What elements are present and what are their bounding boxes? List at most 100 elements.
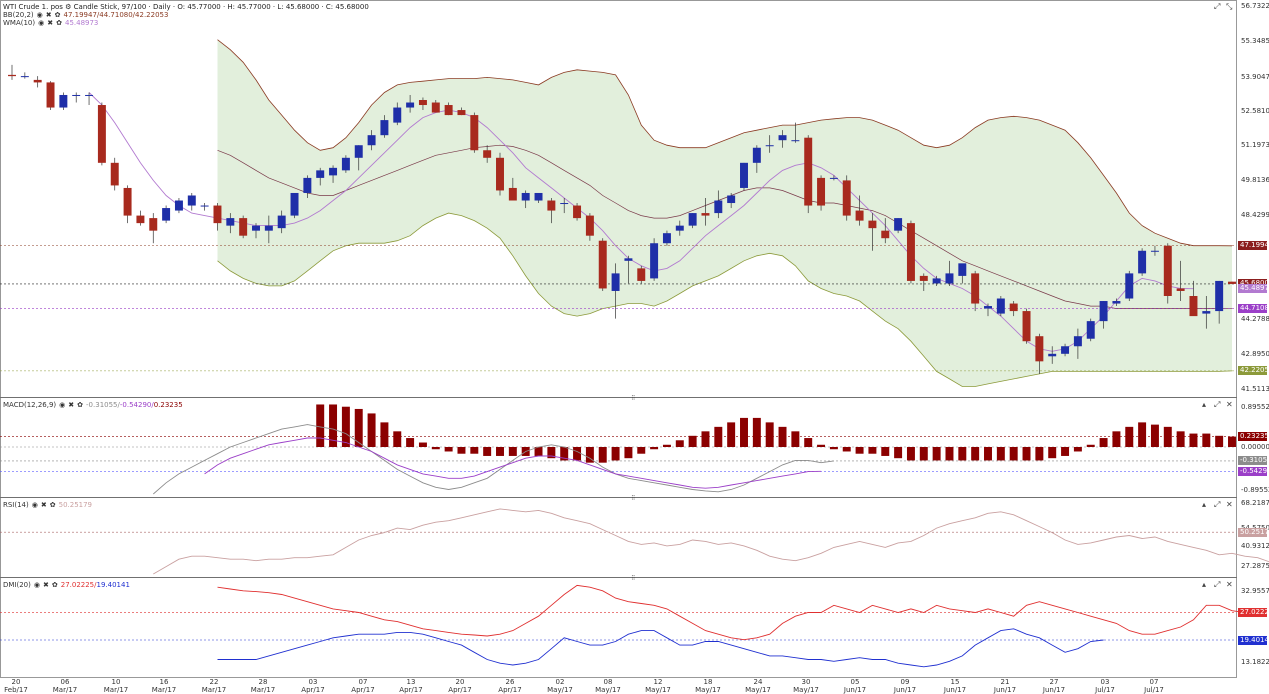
macd-histogram-bar xyxy=(1176,431,1185,447)
eye-icon[interactable]: ◉ xyxy=(31,501,38,509)
close-icon[interactable]: ✕ xyxy=(1226,580,1233,589)
x-axis-month: Jul/17 xyxy=(1095,686,1115,694)
macd-histogram-bar xyxy=(971,447,980,461)
candle-body xyxy=(20,76,29,78)
rsi-panel[interactable] xyxy=(0,508,1269,575)
gear-icon[interactable]: ✿ xyxy=(51,581,58,589)
candle-body xyxy=(881,230,890,239)
dmi-legend-v2: 19.40141 xyxy=(96,581,130,589)
price-value-tag: 45.68000 xyxy=(1238,279,1269,289)
dmi-legend-label: DMI(20) xyxy=(3,581,31,589)
close-icon[interactable]: ✖ xyxy=(42,581,49,589)
candle-body xyxy=(226,218,235,226)
candle-body xyxy=(996,298,1005,314)
candle-body xyxy=(688,213,697,226)
x-axis-month: Apr/17 xyxy=(399,686,423,694)
candle-body xyxy=(329,167,338,176)
x-axis-tick: 03 Jul/17 xyxy=(1090,678,1120,694)
candle-body xyxy=(431,102,440,113)
price-panel[interactable] xyxy=(0,39,1236,387)
macd-histogram-bar xyxy=(868,447,877,454)
macd-histogram-bar xyxy=(508,447,517,456)
candle-body xyxy=(174,200,183,211)
eye-icon[interactable]: ◉ xyxy=(38,19,45,27)
x-axis-tick: 07 Jul/17 xyxy=(1139,678,1169,694)
eye-icon[interactable]: ◉ xyxy=(59,401,66,409)
panel-splitter-handle[interactable]: ⠿ xyxy=(631,395,636,402)
candle-body xyxy=(46,82,55,108)
dmi-panel[interactable] xyxy=(0,584,1245,668)
candle-body xyxy=(213,205,222,224)
macd-panel[interactable] xyxy=(0,404,1236,495)
x-axis-day: 21 xyxy=(1000,678,1010,686)
candle-body xyxy=(341,157,350,171)
panel-splitter-handle[interactable]: ⠿ xyxy=(631,495,636,502)
expand-icon[interactable]: ⤢ xyxy=(1214,2,1221,11)
macd-histogram-bar xyxy=(1150,424,1159,447)
macd-histogram-bar xyxy=(393,431,402,447)
macd-histogram-bar xyxy=(906,447,915,461)
close-icon[interactable]: ✖ xyxy=(68,401,75,409)
x-axis-day: 07 xyxy=(358,678,368,686)
candle-body xyxy=(829,177,838,179)
candle-body xyxy=(945,273,954,284)
candle-body xyxy=(1189,296,1198,317)
price-axis-tick: 56.73221 xyxy=(1241,2,1269,11)
macd-histogram-bar xyxy=(547,447,556,459)
gear-icon[interactable]: ✿ xyxy=(54,11,61,19)
gear-icon[interactable]: ✿ xyxy=(56,19,62,27)
x-axis-day: 03 xyxy=(308,678,318,686)
close-icon[interactable]: ✕ xyxy=(1226,400,1233,409)
price-value-tag: 47.19947 xyxy=(1238,241,1269,251)
candle-body xyxy=(1112,301,1121,304)
expand-icon[interactable]: ⤢ xyxy=(1214,400,1221,409)
panel-splitter-handle[interactable]: ⠿ xyxy=(631,575,636,582)
x-axis-tick: 03 Apr/17 xyxy=(298,678,328,694)
bb-legend-values: 47.19947/44.71080/42.22053 xyxy=(63,11,169,19)
macd-histogram-bar xyxy=(598,447,607,463)
panel-borders xyxy=(0,0,1237,678)
close-icon[interactable]: ✖ xyxy=(40,501,47,509)
x-axis-tick: 21 Jun/17 xyxy=(990,678,1020,694)
expand-icon[interactable]: ⤢ xyxy=(1214,580,1221,589)
price-axis-tick: 41.51137 xyxy=(1241,384,1269,393)
candle-body xyxy=(1022,311,1031,342)
price-value-tag: 42.22053 xyxy=(1238,366,1269,376)
candle-body xyxy=(611,273,620,291)
candle-body xyxy=(457,110,466,116)
x-axis-day: 07 xyxy=(1149,678,1159,686)
macd-histogram-bar xyxy=(829,447,838,450)
candle-body xyxy=(123,187,132,216)
candle-body xyxy=(573,205,582,219)
x-axis-day: 18 xyxy=(703,678,713,686)
fullscreen-icon[interactable]: ⤡ xyxy=(1226,2,1233,11)
panel-border xyxy=(0,497,1237,578)
candle-body xyxy=(534,192,543,201)
candle-body xyxy=(547,200,556,211)
dmi-axis-tick: 13.18228 xyxy=(1241,658,1269,667)
x-axis-tick: 24 May/17 xyxy=(743,678,773,694)
x-axis-month: Mar/17 xyxy=(151,686,177,694)
candle-body xyxy=(971,273,980,304)
x-axis-month: May/17 xyxy=(595,686,621,694)
gear-icon[interactable]: ✿ xyxy=(77,401,84,409)
gear-icon[interactable]: ✿ xyxy=(49,501,56,509)
eye-icon[interactable]: ◉ xyxy=(36,11,43,19)
bb-legend-label: BB(20,2) xyxy=(3,11,34,19)
candle-body xyxy=(932,278,941,284)
move-up-icon[interactable]: ▴ xyxy=(1202,400,1207,409)
move-up-icon[interactable]: ▴ xyxy=(1202,580,1207,589)
close-icon[interactable]: ✕ xyxy=(1226,500,1233,509)
macd-histogram-bar xyxy=(380,422,389,447)
close-icon[interactable]: ✖ xyxy=(45,11,52,19)
eye-icon[interactable]: ◉ xyxy=(33,581,40,589)
macd-histogram-bar xyxy=(778,426,787,447)
close-icon[interactable]: ✖ xyxy=(47,19,54,27)
candle-body xyxy=(1138,250,1147,274)
macd-histogram-bar xyxy=(984,447,992,461)
expand-icon[interactable]: ⤢ xyxy=(1214,500,1221,509)
candle-body xyxy=(470,115,479,151)
move-up-icon[interactable]: ▴ xyxy=(1202,500,1207,509)
candle-body xyxy=(149,218,158,231)
